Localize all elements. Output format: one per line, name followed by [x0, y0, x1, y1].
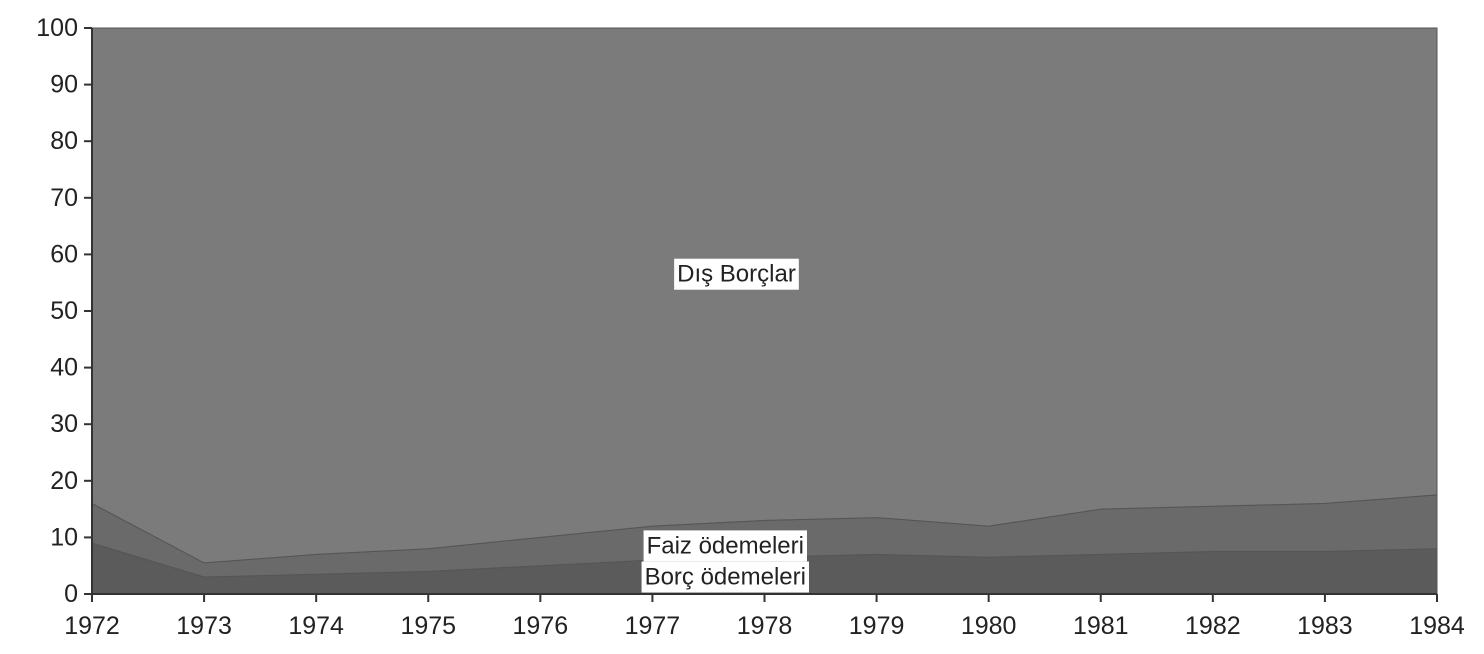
y-tick-label: 30 [50, 410, 78, 438]
x-tick-label: 1976 [513, 612, 569, 640]
x-ticks: 1972 1973 1974 1975 1976 1977 1978 1979 1980 1981… [64, 594, 1465, 640]
x-tick-label: 1972 [64, 612, 120, 640]
label-box-borc-odemeleri [641, 561, 809, 593]
y-ticks: 0 10 20 30 40 50 60 70 80 90 100 [36, 14, 92, 608]
x-tick-label: 1973 [176, 612, 232, 640]
y-tick-label: 20 [50, 467, 78, 495]
y-tick-label: 100 [36, 14, 78, 42]
y-tick-label: 70 [50, 184, 78, 212]
x-tick-label: 1975 [400, 612, 456, 640]
x-tick-label: 1984 [1409, 612, 1465, 640]
y-tick-label: 0 [64, 580, 78, 608]
x-tick-label: 1978 [737, 612, 793, 640]
label-dis-borclar: Dış Borçlar [677, 261, 796, 288]
area-dis-borclar [91, 27, 1438, 564]
x-tick-label: 1974 [288, 612, 344, 640]
y-tick-label: 40 [50, 354, 78, 382]
label-borc-odemeleri: Borç ödemeleri [645, 564, 806, 591]
label-box-dis-borclar [674, 258, 799, 290]
y-tick-label: 80 [50, 127, 78, 155]
area-labels: Borç ödemeleri Faiz ödemeleri Dış Borçlar [641, 258, 809, 593]
x-tick-label: 1982 [1185, 612, 1241, 640]
area-layers [91, 27, 1438, 595]
y-tick-label: 90 [50, 71, 78, 99]
y-tick-label: 10 [50, 523, 78, 551]
x-tick-label: 1983 [1297, 612, 1353, 640]
x-tick-label: 1977 [625, 612, 681, 640]
x-tick-label: 1981 [1073, 612, 1129, 640]
y-tick-label: 60 [50, 240, 78, 268]
label-box-faiz-odemeleri [643, 530, 807, 562]
x-tick-label: 1979 [849, 612, 905, 640]
label-faiz-odemeleri: Faiz ödemeleri [647, 532, 804, 559]
y-tick-label: 50 [50, 297, 78, 325]
x-tick-label: 1980 [961, 612, 1017, 640]
